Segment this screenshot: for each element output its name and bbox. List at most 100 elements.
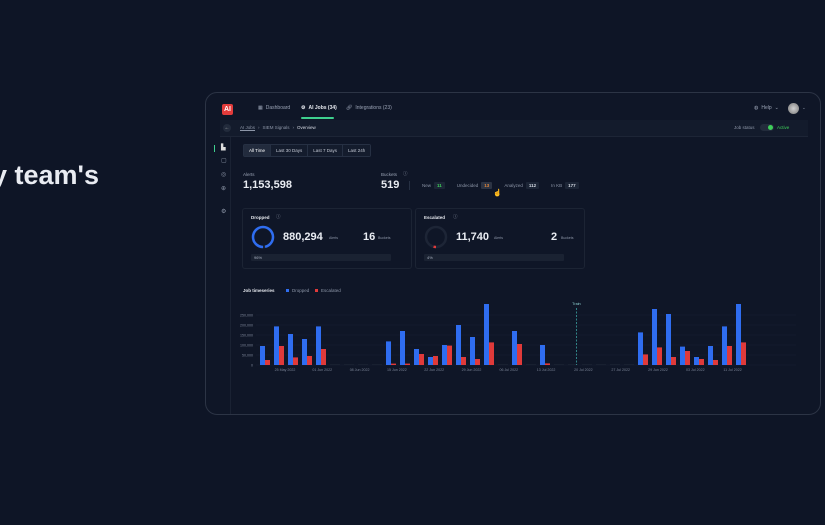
bar-dropped	[736, 304, 741, 365]
bar-escalated	[657, 347, 662, 365]
job-status-toggle[interactable]	[760, 124, 774, 131]
bar-dropped	[400, 331, 405, 365]
legend-dropped[interactable]: Dropped	[286, 288, 309, 293]
tab-all-time[interactable]: All Time	[244, 145, 272, 156]
bar-escalated	[531, 364, 536, 365]
x-tick-label: 03 Jul 2022	[686, 368, 705, 372]
time-range-tabs: All Time Last 30 Days Last 7 Days Last 2…	[243, 144, 372, 157]
bar-dropped	[596, 364, 601, 365]
bar-escalated	[573, 364, 578, 365]
bar-escalated	[321, 349, 326, 365]
chip-undecided[interactable]: Undecided 13	[457, 182, 493, 189]
x-tick-label: 27 Jul 2022	[611, 368, 630, 372]
info-icon[interactable]: ⓘ	[276, 214, 281, 219]
avatar[interactable]	[788, 103, 799, 114]
dropped-card: Dropped ⓘ 880,294 Alerts 16 Buckets 96%	[242, 208, 412, 269]
bar-dropped	[652, 309, 657, 365]
breadcrumb: AI Jobs › SIEM Signals › Overview	[240, 125, 316, 130]
chevron-down-icon[interactable]: ⌄	[802, 105, 806, 110]
bar-dropped	[358, 364, 363, 365]
bar-dropped	[344, 364, 349, 365]
bar-escalated	[293, 357, 298, 365]
gear-icon: ⚙	[301, 105, 306, 111]
bar-escalated	[335, 364, 340, 365]
chip-in-kb[interactable]: In KB 177	[551, 182, 579, 189]
x-tick-label: 13 Jul 2022	[537, 368, 556, 372]
bar-dropped	[274, 326, 279, 365]
info-icon[interactable]: ⓘ	[453, 214, 458, 219]
x-tick-label: 25 May 2022	[275, 368, 296, 372]
nav-dashboard[interactable]: ▦ Dashboard	[258, 105, 291, 111]
bar-dropped	[456, 325, 461, 365]
bar-dropped	[526, 364, 531, 365]
bar-escalated	[545, 363, 550, 365]
help-menu[interactable]: ◍ Help ⌄	[754, 105, 779, 111]
bar-dropped	[708, 346, 713, 365]
chart-icon[interactable]: ▙	[221, 145, 226, 151]
x-tick-label: 01 Jun 2022	[312, 368, 332, 372]
bar-dropped	[680, 346, 685, 365]
bar-escalated	[601, 364, 606, 365]
dropped-ring	[251, 225, 275, 249]
card-title: Dropped	[251, 215, 270, 220]
bar-dropped	[302, 339, 307, 365]
chevron-down-icon: ⌄	[774, 105, 779, 111]
bar-dropped	[638, 332, 643, 365]
alerts-label: Alerts	[243, 172, 255, 177]
escalated-alerts: 11,740	[456, 231, 490, 243]
bar-escalated	[615, 364, 620, 365]
bar-escalated	[265, 360, 270, 365]
x-tick-label: 08 Jun 2022	[350, 368, 370, 372]
shield-icon[interactable]: ◎	[221, 172, 227, 178]
bar-escalated	[503, 364, 508, 365]
bar-dropped	[330, 364, 335, 365]
bar-dropped	[722, 326, 727, 365]
dropped-progress: 96%	[251, 254, 391, 261]
bar-dropped	[540, 345, 545, 365]
sidebar-divider	[230, 137, 231, 414]
x-tick-label: 06 Jul 2022	[500, 368, 519, 372]
bar-dropped	[512, 331, 517, 365]
bar-dropped	[666, 314, 671, 365]
breadcrumb-bar: ← AI Jobs › SIEM Signals › Overview Job st…	[220, 120, 808, 137]
bar-escalated	[307, 356, 312, 365]
chip-analyzed[interactable]: Analyzed 112	[504, 182, 540, 189]
bar-dropped	[610, 364, 615, 365]
app-logo[interactable]: AI	[222, 104, 233, 115]
bar-dropped	[568, 364, 573, 365]
job-status-label: Job status	[734, 125, 755, 130]
x-tick-label: 11 Jul 2022	[723, 368, 741, 372]
y-tick-label: 150,000	[240, 333, 253, 337]
bucket-status-chips: New 11 Undecided 13 Analyzed 112 In KB 177	[422, 182, 579, 189]
bar-dropped	[470, 337, 475, 365]
legend-escalated[interactable]: Escalated	[315, 288, 341, 293]
y-tick-label: 200,000	[240, 323, 253, 327]
link-icon: 🔗︎	[346, 105, 353, 111]
nav-ai-jobs[interactable]: ⚙ AI Jobs (34)	[301, 105, 337, 111]
job-status-value: Active	[777, 125, 790, 130]
search-icon[interactable]: ⊕	[221, 186, 227, 192]
buckets-value: 519	[381, 179, 400, 191]
y-tick-label: 50,000	[242, 353, 253, 357]
settings-icon[interactable]: ⚙	[221, 209, 227, 215]
x-tick-label: 29 Jun 2022	[648, 368, 668, 372]
info-icon[interactable]: ⓘ	[403, 171, 408, 176]
bar-dropped	[694, 357, 699, 365]
back-button[interactable]: ←	[223, 124, 231, 132]
tab-last-24h[interactable]: Last 24h	[343, 145, 371, 156]
bar-escalated	[419, 354, 424, 365]
tab-last-7-days[interactable]: Last 7 Days	[308, 145, 344, 156]
dropped-alerts: 880,294	[283, 231, 323, 243]
globe-icon: ◍	[754, 105, 759, 111]
chip-new[interactable]: New 11	[422, 182, 445, 189]
alerts-value: 1,153,598	[243, 179, 292, 191]
divider	[409, 181, 410, 190]
bar-dropped	[288, 334, 293, 365]
dropped-buckets: 16	[363, 231, 376, 243]
hero-heading: y team's	[0, 160, 99, 190]
chat-icon[interactable]: ▢	[221, 158, 227, 164]
nav-integrations[interactable]: 🔗︎ Integrations (23)	[346, 105, 392, 111]
tab-last-30-days[interactable]: Last 30 Days	[271, 145, 309, 156]
bar-dropped	[428, 357, 433, 365]
bar-escalated	[517, 344, 522, 365]
